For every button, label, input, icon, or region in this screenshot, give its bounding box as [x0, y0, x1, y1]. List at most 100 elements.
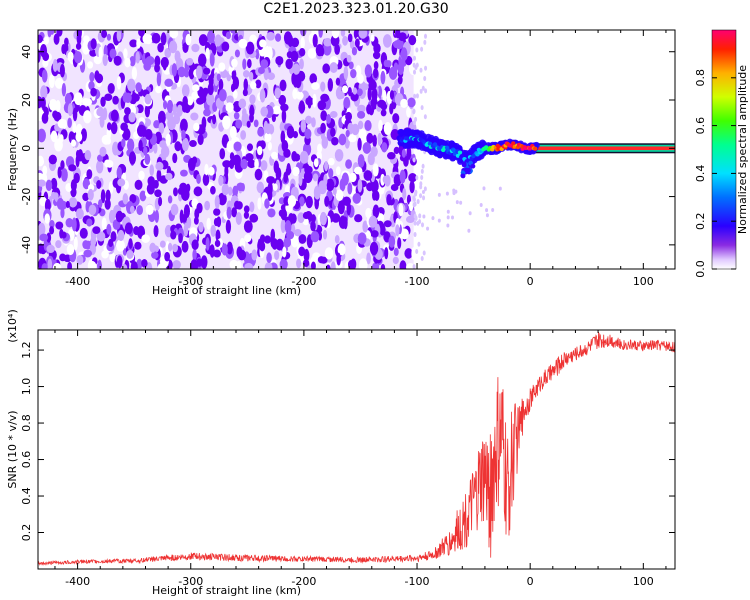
noise-cell — [398, 32, 407, 42]
noise-cell — [181, 84, 190, 98]
noise-cell — [134, 179, 143, 191]
noise-cell — [337, 243, 346, 256]
noise-cell — [275, 33, 282, 42]
noise-cell — [322, 63, 331, 74]
noise-cell — [90, 87, 97, 97]
noise-cell — [60, 207, 65, 219]
noise-cell — [100, 96, 106, 107]
noise-cell — [199, 95, 207, 104]
noise-cell — [218, 175, 224, 186]
noise-cell — [416, 199, 420, 205]
noise-cell — [320, 110, 328, 122]
noise-cell — [79, 227, 88, 239]
noise-cell — [67, 103, 73, 117]
noise-cell — [310, 231, 320, 243]
figure-title: C2E1.2023.323.01.20.G30 — [263, 1, 449, 17]
noise-cell — [342, 35, 348, 46]
noise-cell — [214, 195, 220, 209]
noise-cell — [266, 31, 276, 41]
noise-cell — [383, 59, 389, 68]
noise-cell — [232, 90, 238, 99]
noise-cell — [80, 128, 87, 142]
noise-cell — [259, 241, 266, 252]
noise-cell — [318, 30, 323, 38]
noise-cell — [126, 138, 135, 152]
faint-speckle — [437, 218, 441, 223]
noise-cell — [128, 112, 136, 123]
noise-cell — [292, 130, 299, 139]
noise-cell — [102, 53, 108, 67]
noise-cell — [178, 232, 183, 244]
signal-cell — [511, 141, 516, 146]
noise-cell — [208, 166, 215, 176]
colorbar-label: Normalized spectral amplitude — [736, 65, 749, 234]
noise-cell — [45, 179, 53, 192]
noise-cell — [305, 195, 313, 209]
noise-cell — [291, 72, 296, 85]
noise-cell — [405, 215, 415, 224]
noise-cell — [144, 34, 153, 45]
faint-speckle — [455, 200, 459, 205]
noise-cell — [182, 42, 189, 53]
noise-cell — [266, 46, 273, 61]
noise-cell — [59, 134, 64, 143]
noise-cell — [106, 160, 114, 168]
noise-cell — [82, 192, 90, 202]
faint-speckle — [445, 191, 449, 196]
top-y-tick-label: -20 — [20, 188, 33, 206]
noise-cell — [101, 30, 108, 39]
noise-cell — [413, 220, 417, 226]
noise-cell — [241, 108, 247, 118]
noise-cell — [305, 115, 313, 125]
noise-cell — [370, 230, 379, 238]
noise-cell — [90, 38, 97, 50]
noise-cell — [296, 91, 304, 100]
noise-cell — [219, 148, 226, 160]
signal-band-core — [530, 146, 675, 151]
noise-cell — [415, 248, 419, 254]
noise-cell — [59, 253, 67, 262]
noise-cell — [279, 79, 287, 92]
noise-cell — [413, 69, 417, 75]
noise-cell — [189, 140, 197, 148]
noise-cell — [320, 93, 330, 103]
noise-cell — [423, 186, 427, 192]
noise-cell — [197, 133, 204, 146]
noise-cell — [292, 166, 300, 177]
noise-cell — [99, 146, 107, 157]
noise-cell — [106, 223, 112, 235]
noise-cell — [41, 69, 48, 83]
noise-cell — [298, 234, 307, 244]
noise-cell — [202, 173, 210, 186]
noise-cell — [180, 187, 190, 201]
noise-cell — [346, 201, 351, 216]
noise-cell — [351, 46, 358, 56]
noise-cell — [362, 220, 369, 233]
noise-cell — [153, 142, 158, 154]
noise-cell — [55, 240, 62, 249]
noise-cell — [335, 166, 341, 176]
noise-cell — [290, 213, 297, 224]
noise-cell — [331, 213, 341, 223]
noise-cell — [165, 172, 173, 181]
noise-cell — [172, 153, 178, 164]
noise-cell — [166, 99, 174, 114]
noise-cell — [52, 58, 58, 72]
noise-cell — [373, 61, 379, 70]
noise-cell — [57, 118, 67, 129]
noise-cell — [70, 179, 77, 192]
noise-cell — [249, 201, 255, 213]
noise-cell — [414, 215, 418, 221]
noise-cell — [280, 219, 286, 234]
noise-cell — [67, 117, 72, 128]
noise-cell — [415, 175, 419, 181]
noise-cell — [351, 123, 360, 136]
noise-cell — [201, 116, 207, 130]
noise-cell — [294, 74, 302, 89]
noise-cell — [138, 30, 145, 37]
noise-cell — [317, 100, 327, 111]
noise-cell — [259, 234, 266, 243]
noise-cell — [41, 112, 49, 124]
noise-cell — [160, 145, 170, 158]
